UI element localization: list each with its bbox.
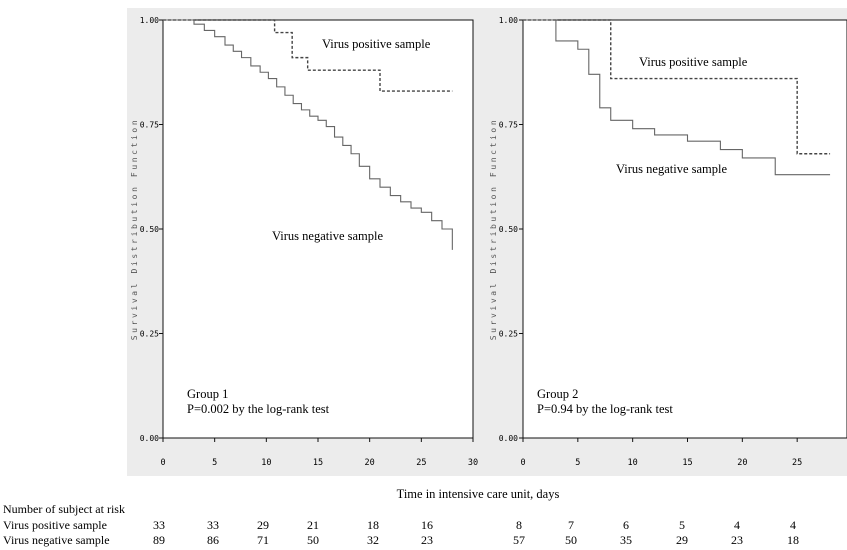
x-tick-label: 5	[212, 458, 217, 468]
x-tick-label: 25	[792, 458, 802, 468]
virus-positive-curve	[163, 19, 453, 92]
panel-group2: 0 5 10 15 20 25 0.00 0.25 0.50 0.75 1.00 Survival D…	[478, 8, 847, 476]
risk-count-group1: 86	[207, 533, 219, 547]
risk-count-group2: 4	[734, 518, 740, 532]
y-axis-title: Survival Distribution Function	[489, 118, 498, 341]
p-value-label: P=0.002 by the log-rank test	[187, 402, 330, 416]
risk-count-group1: 33	[153, 518, 165, 532]
x-axis-title: Time in intensive care unit, days	[397, 487, 560, 501]
y-tick-label: 1.00	[499, 16, 518, 25]
p-value-label: P=0.94 by the log-rank test	[537, 402, 673, 416]
risk-count-group2: 4	[790, 518, 796, 532]
risk-count-group1: 32	[367, 533, 379, 547]
y-tick-label: 0.25	[140, 330, 159, 339]
x-tick-label: 10	[628, 458, 638, 468]
risk-count-group2: 7	[568, 518, 574, 532]
risk-count-group2: 57	[513, 533, 525, 547]
virus-negative-label: Virus negative sample	[616, 162, 727, 176]
risk-count-group2: 35	[620, 533, 632, 547]
virus-positive-label: Virus positive sample	[639, 55, 748, 69]
x-tick-label: 30	[468, 458, 478, 468]
panel-group1: 0 5 10 15 20 25 30 0.00 0.25 0.50 0.75 1.00 Survival…	[127, 8, 478, 476]
y-tick-label: 1.00	[140, 16, 159, 25]
risk-count-group2: 23	[731, 533, 743, 547]
risk-count-group2: 6	[623, 518, 629, 532]
y-tick-label: 0.75	[499, 121, 518, 130]
x-tick-label: 5	[575, 458, 580, 468]
y-tick-label: 0.50	[499, 225, 518, 234]
risk-count-group1: 16	[421, 518, 433, 532]
y-tick-label: 0.00	[140, 434, 159, 443]
y-tick-label: 0.25	[499, 330, 518, 339]
risk-row-label: Virus positive sample	[3, 518, 107, 532]
x-tick-label: 10	[261, 458, 271, 468]
risk-row-label: Virus negative sample	[3, 533, 110, 547]
risk-count-group1: 89	[153, 533, 165, 547]
risk-count-group2: 29	[676, 533, 688, 547]
risk-count-group1: 23	[421, 533, 433, 547]
virus-negative-curve	[523, 19, 831, 176]
x-tick-label: 20	[737, 458, 747, 468]
risk-count-group1: 71	[257, 533, 269, 547]
panels-layer: 0 5 10 15 20 25 30 0.00 0.25 0.50 0.75 1.00 Survival…	[127, 8, 847, 476]
risk-count-group2: 8	[516, 518, 522, 532]
risk-count-group1: 50	[307, 533, 319, 547]
y-tick-label: 0.00	[499, 434, 518, 443]
y-tick-label: 0.50	[140, 225, 159, 234]
group-label: Group 1	[187, 387, 228, 401]
group-label: Group 2	[537, 387, 578, 401]
plot-frame	[522, 19, 847, 439]
x-tick-label: 15	[682, 458, 692, 468]
risk-table-title: Number of subject at risk	[3, 502, 125, 516]
x-tick-label: 20	[365, 458, 375, 468]
risk-count-group1: 33	[207, 518, 219, 532]
risk-count-group1: 29	[257, 518, 269, 532]
plot-frame	[162, 19, 474, 439]
x-tick-label: 0	[520, 458, 525, 468]
risk-count-group1: 18	[367, 518, 379, 532]
virus-positive-label: Virus positive sample	[322, 37, 431, 51]
risk-count-group1: 21	[307, 518, 319, 532]
x-tick-label: 0	[160, 458, 165, 468]
x-tick-label: 25	[416, 458, 426, 468]
risk-count-group2: 5	[679, 518, 685, 532]
y-tick-label: 0.75	[140, 121, 159, 130]
virus-negative-curve	[163, 19, 453, 250]
risk-count-group2: 50	[565, 533, 577, 547]
y-axis-title: Survival Distribution Function	[130, 118, 139, 341]
risk-table: Number of subject at risk Virus positive …	[3, 502, 799, 547]
x-tick-label: 15	[313, 458, 323, 468]
risk-count-group2: 18	[787, 533, 799, 547]
virus-negative-label: Virus negative sample	[272, 229, 383, 243]
